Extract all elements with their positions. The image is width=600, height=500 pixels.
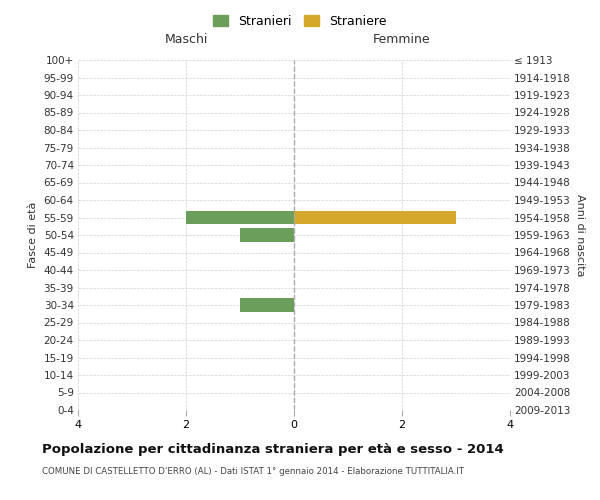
Bar [186, 211, 294, 224]
Text: Femmine: Femmine [373, 33, 431, 46]
Y-axis label: Anni di nascita: Anni di nascita [575, 194, 585, 276]
Y-axis label: Fasce di età: Fasce di età [28, 202, 38, 268]
Text: COMUNE DI CASTELLETTO D'ERRO (AL) - Dati ISTAT 1° gennaio 2014 - Elaborazione TU: COMUNE DI CASTELLETTO D'ERRO (AL) - Dati… [42, 468, 464, 476]
Text: Maschi: Maschi [164, 33, 208, 46]
Legend: Stranieri, Straniere: Stranieri, Straniere [209, 11, 391, 32]
Bar [294, 211, 456, 224]
Bar [240, 228, 294, 241]
Text: Popolazione per cittadinanza straniera per età e sesso - 2014: Popolazione per cittadinanza straniera p… [42, 442, 504, 456]
Bar [240, 298, 294, 312]
